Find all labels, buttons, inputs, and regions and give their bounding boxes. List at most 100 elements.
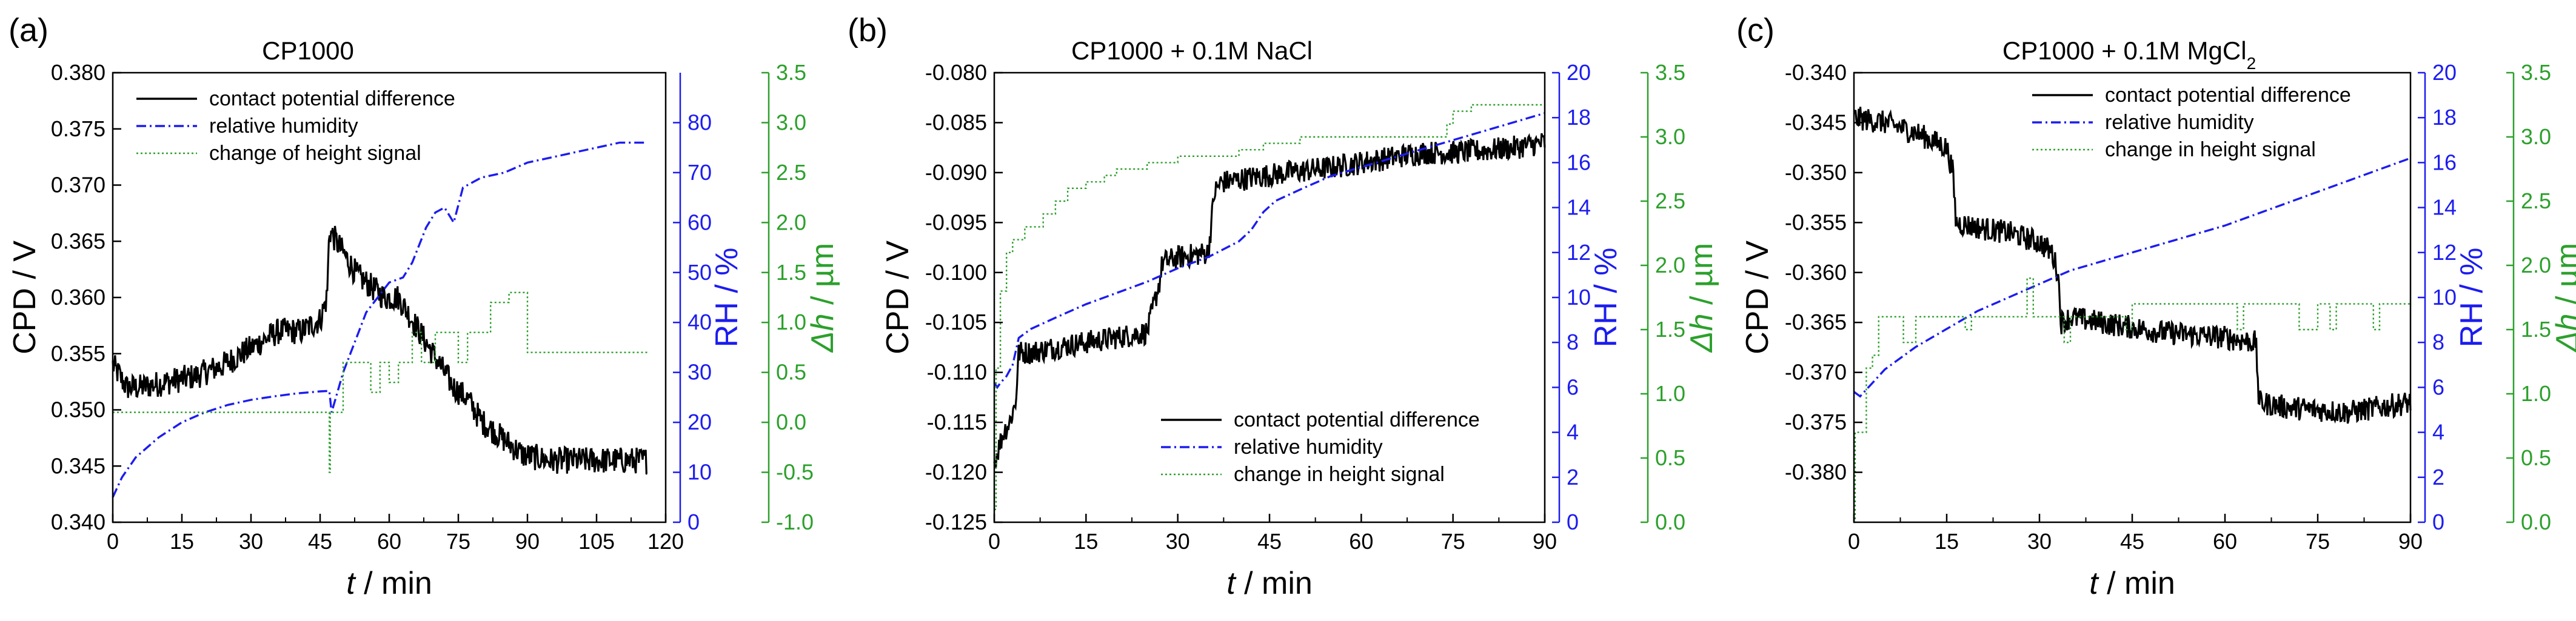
y1-tick-label: 0.360 [51,285,105,310]
y3-axis-label-var: Δh [1684,313,1719,353]
y2-axis-label: RH / % [709,248,744,348]
y3-tick-label: 2.5 [1655,188,1685,213]
x-axis-label-var: t [346,566,356,601]
y2-tick-label: 4 [2432,420,2444,445]
y1-tick-label: -0.350 [1785,160,1847,185]
panel-tag: (a) [8,12,49,48]
x-tick-label: 90 [2398,529,2423,554]
y1-tick-label: -0.100 [925,260,987,285]
y2-tick-label: 0 [2432,510,2444,534]
series-line-y3 [113,291,647,473]
y2-tick-label: 6 [2432,374,2444,399]
legend-label-cpd: contact potential difference [209,87,455,110]
y2-tick-label: 10 [2432,285,2457,310]
panel-b: (b) CP1000 + 0.1M NaCl 0 15 30 45 60 75 90t / … [848,12,1719,601]
y1-tick-label: -0.380 [1785,460,1847,485]
y3-tick-label: 3.5 [776,60,806,85]
x-tick-label: 0 [988,529,1000,554]
y2-tick-label: 20 [687,410,712,434]
x-tick-label: 45 [2120,529,2144,554]
y1-tick-label: -0.080 [925,60,987,85]
y2-tick-label: 8 [2432,330,2444,354]
legend: contact potential difference relative hum… [136,87,455,165]
panel-title: CP1000 + 0.1M MgCl2 [2002,36,2256,73]
y1-axis-label: CPD / V [880,241,915,354]
panel-tag: (b) [848,12,888,48]
legend-label-dh: change in height signal [1234,463,1445,486]
x-tick-label: 60 [2213,529,2237,554]
y2-tick-label: 70 [687,160,712,185]
y3-axis-label-unit: / µm [2550,243,2576,314]
y3-axis-label-unit: / µm [1684,243,1719,314]
legend-label-rh: relative humidity [209,115,358,138]
y3-tick-label: 1.5 [776,260,806,285]
y1-tick-label: -0.375 [1785,410,1847,434]
x-axis-label-unit: / min [2098,566,2175,601]
series-line-y3 [994,104,1545,510]
y3-tick-label: 0.0 [1655,510,1685,534]
y3-tick-label: 2.5 [776,160,806,185]
legend-label-rh: relative humidity [2105,111,2254,134]
y3-axis-label-unit: / µm [805,243,840,314]
y2-tick-label: 16 [1567,150,1591,174]
y3-tick-label: 3.0 [776,110,806,134]
y3-axis-label-var: Δh [2550,313,2576,353]
y2-tick-label: 6 [1567,374,1579,399]
y2-tick-label: 40 [687,310,712,334]
y3-tick-label: -1.0 [776,510,814,534]
y3-tick-label: 2.0 [776,210,806,234]
y2-tick-label: 0 [1567,510,1579,534]
x-tick-label: 75 [1441,529,1465,554]
legend: contact potential difference relative hum… [2032,84,2351,161]
y1-tick-label: -0.340 [1785,60,1847,85]
x-tick-label: 15 [1074,529,1098,554]
y1-tick-label: -0.355 [1785,210,1847,234]
x-tick-label: 0 [107,529,119,554]
y2-tick-label: 14 [1567,195,1591,220]
y2-tick-label: 50 [687,260,712,285]
y3-axis-label: Δh / µm [2550,243,2576,353]
y3-tick-label: 1.0 [776,310,806,334]
y1-tick-label: -0.085 [925,110,987,134]
x-tick-label: 0 [1848,529,1860,554]
y3-tick-label: 3.5 [2521,60,2551,85]
y3-tick-label: 3.0 [2521,124,2551,149]
y1-axis-label: CPD / V [1740,241,1775,354]
y1-tick-label: 0.375 [51,116,105,141]
panel-a: (a) CP1000 0 15 30 45 60 75 90 105 120 t / min 0.3… [7,12,840,601]
legend-label-dh: change in height signal [2105,138,2316,161]
legend-label-cpd: contact potential difference [1234,408,1480,431]
y2-axis-label: RH / % [2454,248,2489,348]
y2-tick-label: 80 [687,110,712,134]
y1-tick-label: -0.125 [925,510,987,534]
panel-title: CP1000 [262,36,354,65]
plot-area [112,141,648,498]
series-line-y1 [993,133,1546,468]
y1-tick-label: -0.345 [1785,110,1847,134]
y2-tick-label: 10 [1567,285,1591,310]
y3-axis-label: Δh / µm [1684,243,1719,353]
series-line-y2 [993,112,1545,390]
x-tick-label: 75 [2306,529,2330,554]
series-line-y2 [112,141,647,498]
legend-label-dh: change of height signal [209,142,421,165]
y3-tick-label: 2.0 [1655,253,1685,277]
x-tick-label: 30 [1166,529,1190,554]
y2-tick-label: 10 [687,460,712,485]
y2-tick-label: 30 [687,360,712,385]
y3-tick-label: -0.5 [776,460,814,485]
y1-tick-label: 0.345 [51,453,105,478]
y3-tick-label: 1.5 [1655,317,1685,342]
y1-tick-label: 0.355 [51,341,105,366]
y2-tick-label: 8 [1567,330,1579,354]
y1-tick-label: -0.120 [925,460,987,485]
y2-tick-label: 18 [2432,105,2457,130]
x-axis-label: t / min [346,566,432,601]
y1-tick-label: -0.365 [1785,310,1847,334]
y2-tick-label: 60 [687,210,712,234]
y3-tick-label: 2.0 [2521,253,2551,277]
y1-tick-label: 0.365 [51,228,105,253]
x-tick-label: 60 [1349,529,1373,554]
x-tick-label: 120 [647,529,684,554]
